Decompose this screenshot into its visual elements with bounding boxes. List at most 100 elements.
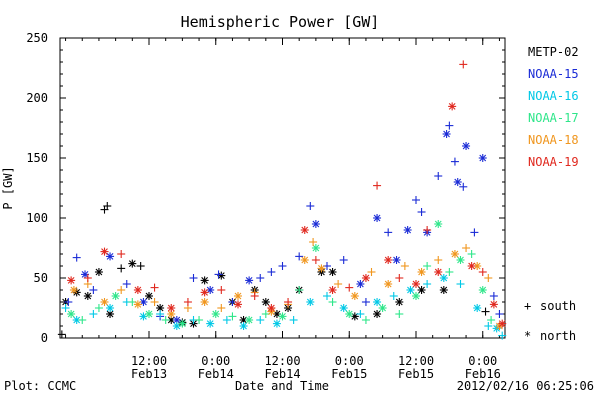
x-axis-label: Date and Time bbox=[235, 379, 329, 393]
data-point-plus bbox=[103, 202, 112, 210]
data-point-star bbox=[245, 276, 254, 285]
data-point-plus bbox=[214, 270, 223, 279]
data-point-plus bbox=[289, 316, 298, 324]
data-point-star bbox=[83, 292, 92, 300]
data-point-star bbox=[384, 256, 393, 264]
data-point-star bbox=[145, 292, 153, 300]
data-point-star bbox=[339, 304, 348, 312]
x-tick-time: 12:00 bbox=[264, 354, 300, 368]
data-point-plus bbox=[487, 316, 496, 324]
data-point-star bbox=[467, 262, 476, 270]
data-point-star bbox=[94, 268, 103, 276]
data-point-plus bbox=[306, 202, 315, 210]
marker-legend-entry: * north bbox=[524, 329, 576, 343]
data-point-star bbox=[434, 220, 443, 228]
data-point-star bbox=[453, 178, 462, 186]
data-point-plus bbox=[250, 292, 259, 300]
data-point-star bbox=[278, 312, 287, 321]
data-point-plus bbox=[284, 298, 293, 306]
data-point-plus bbox=[117, 250, 126, 258]
x-tick-time: 12:00 bbox=[131, 354, 167, 368]
data-point-star bbox=[67, 276, 76, 285]
data-point-plus bbox=[228, 312, 237, 321]
data-point-plus bbox=[434, 172, 443, 180]
data-point-plus bbox=[489, 292, 498, 300]
data-point-plus bbox=[361, 316, 370, 324]
data-point-plus bbox=[498, 331, 507, 340]
data-point-star bbox=[406, 286, 415, 294]
plot-frame bbox=[59, 37, 506, 339]
x-tick-time: 0:00 bbox=[468, 354, 497, 368]
data-point-star bbox=[350, 292, 359, 300]
legend: METP-02 NOAA-15 NOAA-16 NOAA-17 NOAA-18 NOAA-… bbox=[528, 45, 579, 169]
data-point-star bbox=[234, 300, 242, 309]
data-point-star bbox=[178, 319, 187, 328]
data-point-plus bbox=[395, 310, 404, 318]
data-point-star bbox=[392, 256, 401, 264]
data-point-plus bbox=[445, 121, 454, 130]
data-point-star bbox=[317, 264, 326, 273]
data-point-star bbox=[384, 280, 393, 288]
data-point-star bbox=[67, 310, 76, 318]
data-point-plus bbox=[389, 292, 398, 300]
data-point-star bbox=[133, 300, 142, 309]
data-point-star bbox=[417, 286, 426, 294]
data-point-star bbox=[378, 304, 387, 312]
legend-entry: NOAA-17 bbox=[528, 111, 579, 125]
data-point-plus bbox=[156, 310, 165, 318]
x-tick-time: 12:00 bbox=[398, 354, 434, 368]
data-point-star bbox=[478, 286, 487, 294]
data-point-plus bbox=[183, 298, 192, 306]
data-point-plus bbox=[122, 280, 131, 288]
data-point-star bbox=[373, 214, 382, 222]
marker-label: south bbox=[540, 299, 576, 313]
data-point-plus bbox=[278, 262, 287, 270]
x-tick-date: Feb14 bbox=[264, 367, 300, 381]
data-point-plus bbox=[484, 322, 493, 330]
data-point-star bbox=[417, 268, 426, 276]
marker-legend: + south * north bbox=[524, 299, 576, 343]
data-point-star bbox=[261, 298, 270, 306]
x-tick-date: Feb13 bbox=[131, 367, 167, 381]
data-point-plus bbox=[339, 256, 348, 264]
data-point-star bbox=[100, 298, 109, 306]
data-point-star bbox=[206, 319, 215, 328]
data-point-plus bbox=[117, 286, 126, 294]
data-point-star bbox=[462, 142, 471, 150]
y-tick-label: 250 bbox=[26, 31, 48, 45]
data-point-star bbox=[300, 256, 309, 264]
data-point-plus bbox=[150, 283, 159, 292]
data-point-star bbox=[300, 226, 309, 234]
data-point-star bbox=[395, 298, 404, 306]
y-tick-label: 200 bbox=[26, 91, 48, 105]
data-point-star bbox=[439, 274, 448, 282]
data-point-plus bbox=[423, 226, 432, 234]
data-point-plus bbox=[423, 262, 432, 270]
data-point-plus bbox=[161, 316, 170, 324]
data-point-plus bbox=[323, 292, 331, 300]
marker-label: north bbox=[540, 329, 576, 343]
data-point-plus bbox=[445, 268, 454, 276]
data-point-plus bbox=[345, 283, 354, 292]
data-point-star bbox=[69, 286, 78, 294]
data-point-star bbox=[328, 268, 337, 276]
x-tick-date: Feb16 bbox=[465, 367, 501, 381]
data-point-plus bbox=[417, 208, 426, 216]
data-points bbox=[57, 60, 507, 340]
data-point-star bbox=[478, 154, 487, 162]
data-point-star bbox=[328, 286, 337, 294]
data-point-plus bbox=[462, 244, 471, 252]
data-point-star bbox=[211, 310, 220, 318]
data-point-plus bbox=[412, 196, 420, 204]
data-point-plus bbox=[467, 250, 476, 258]
data-point-star bbox=[412, 280, 420, 288]
data-point-plus bbox=[64, 298, 73, 306]
x-axis-ticks: 12:00Feb130:00Feb1412:00Feb140:00Feb1512… bbox=[65, 38, 501, 381]
data-point-plus bbox=[57, 330, 66, 339]
data-point-star bbox=[489, 300, 498, 309]
data-point-star bbox=[239, 322, 248, 330]
data-point-plus bbox=[311, 256, 320, 264]
data-point-plus bbox=[117, 264, 126, 273]
footer-timestamp: 2012/02/16 06:25:06 bbox=[457, 379, 594, 393]
data-point-plus bbox=[309, 238, 318, 246]
